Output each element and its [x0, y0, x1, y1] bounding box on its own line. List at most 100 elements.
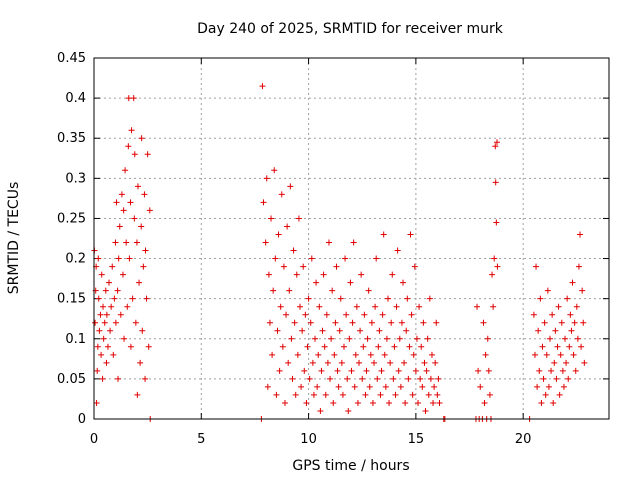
data-point [403, 327, 410, 334]
data-point [104, 343, 111, 350]
data-point [118, 191, 125, 198]
data-point [361, 311, 368, 318]
data-point [492, 179, 499, 186]
data-point [130, 95, 137, 102]
data-point [328, 335, 335, 342]
data-point [577, 231, 584, 238]
data-point [554, 343, 561, 350]
data-point [320, 271, 327, 278]
data-point [344, 375, 351, 382]
data-point [143, 295, 150, 302]
data-point [330, 399, 337, 406]
data-point [278, 191, 285, 198]
data-point [112, 239, 119, 246]
data-point [573, 303, 580, 310]
x-tick-label: 0 [90, 432, 98, 447]
y-tick-label: 0.25 [57, 211, 86, 226]
y-tick-label: 0.35 [57, 131, 86, 146]
data-point [342, 255, 349, 262]
data-point [492, 143, 499, 150]
data-point [422, 407, 429, 414]
y-tick-label: 0 [78, 412, 86, 427]
y-tick-label: 0.2 [65, 252, 86, 267]
data-point [541, 319, 548, 326]
data-point [352, 351, 359, 358]
data-point [272, 255, 279, 262]
data-point [362, 391, 369, 398]
data-point [560, 383, 567, 390]
data-point [116, 223, 123, 230]
data-point [428, 351, 435, 358]
data-point [404, 295, 411, 302]
data-point [557, 351, 564, 358]
data-point [141, 191, 148, 198]
data-point [485, 367, 492, 374]
data-point [134, 183, 141, 190]
data-point [281, 399, 288, 406]
data-point [271, 167, 278, 174]
data-point [363, 367, 370, 374]
data-point [343, 311, 350, 318]
data-point [125, 143, 132, 150]
data-point [142, 375, 149, 382]
data-point [97, 311, 104, 318]
data-point [279, 343, 286, 350]
data-point [401, 359, 408, 366]
data-point [332, 319, 339, 326]
data-point [93, 399, 100, 406]
data-point [268, 215, 275, 222]
data-point [544, 287, 551, 294]
data-point [373, 255, 380, 262]
data-point [111, 295, 118, 302]
data-point [360, 343, 367, 350]
data-point [350, 239, 357, 246]
data-point [275, 231, 282, 238]
data-point [286, 287, 293, 294]
data-point [351, 383, 358, 390]
data-point [365, 287, 372, 294]
data-point [329, 287, 336, 294]
data-point [102, 287, 109, 294]
data-point [324, 359, 331, 366]
data-point [421, 359, 428, 366]
axis-ticks: 0 0.05 0.1 0.15 0.2 0.25 0.3 0.35 0.4 0.45 0 5 10 15 2… [57, 51, 609, 447]
data-point [269, 351, 276, 358]
data-point [273, 391, 280, 398]
data-point [123, 239, 130, 246]
data-point [537, 295, 544, 302]
data-point [555, 303, 562, 310]
data-point [553, 375, 560, 382]
data-point [94, 343, 101, 350]
data-point [540, 375, 547, 382]
data-point [567, 311, 574, 318]
data-point [493, 139, 500, 146]
data-point [262, 239, 269, 246]
data-point [374, 375, 381, 382]
y-tick-label: 0.15 [57, 292, 86, 307]
data-point [571, 319, 578, 326]
data-point [393, 303, 400, 310]
data-point [347, 279, 354, 286]
data-point [568, 327, 575, 334]
data-point [110, 351, 117, 358]
data-point [340, 343, 347, 350]
data-point [132, 319, 139, 326]
data-point [100, 303, 107, 310]
data-points [91, 83, 588, 422]
data-point [120, 207, 127, 214]
data-point [131, 215, 138, 222]
data-point [491, 255, 498, 262]
data-point [405, 375, 412, 382]
data-point [274, 327, 281, 334]
data-point [287, 183, 294, 190]
data-point [572, 367, 579, 374]
data-point [389, 271, 396, 278]
data-point [121, 335, 128, 342]
data-point [480, 319, 487, 326]
data-point [316, 303, 323, 310]
data-point [139, 327, 146, 334]
data-point [136, 279, 143, 286]
data-point [412, 367, 419, 374]
data-point [263, 175, 270, 182]
data-point [552, 327, 559, 334]
